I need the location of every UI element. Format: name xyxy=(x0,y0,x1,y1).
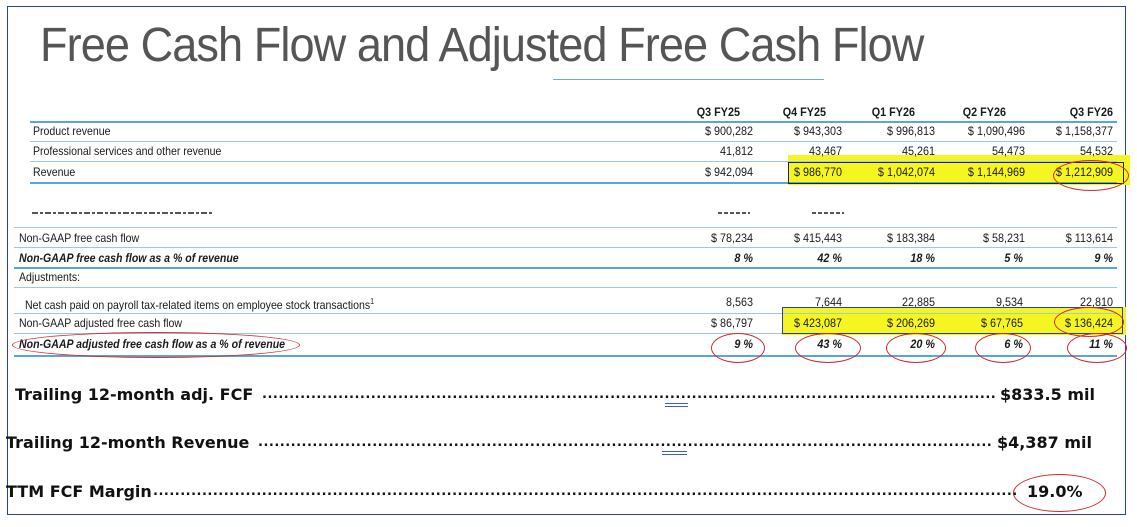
table-cell: 43,467 xyxy=(808,144,842,158)
table-cell: $ 900,282 xyxy=(704,124,753,138)
row-rule xyxy=(14,227,1117,228)
table-cell: 9,534 xyxy=(995,295,1023,309)
table-cell: 8 % xyxy=(734,251,753,265)
table-cell: $ 943,303 xyxy=(793,124,842,138)
table-cell: 42 % xyxy=(817,251,842,265)
row-label: Non-GAAP free cash flow xyxy=(19,231,140,245)
row-rule xyxy=(14,247,1117,248)
table-cell: 5 % xyxy=(1004,251,1023,265)
row-rule xyxy=(30,161,1117,162)
ttm-fcf-label: Trailing 12-month adj. FCF xyxy=(15,385,254,404)
period-header: Q2 FY26 xyxy=(962,105,1006,119)
annotation-circle xyxy=(886,333,946,363)
row-rule xyxy=(14,333,1117,334)
title-underline xyxy=(553,79,824,80)
cropped-row-fragment xyxy=(810,210,850,220)
ttm-margin-label: TTM FCF Margin xyxy=(6,482,152,501)
row-rule xyxy=(14,267,1117,269)
annotation-circle xyxy=(1067,333,1127,363)
table-cell: 8,563 xyxy=(725,295,753,309)
table-cell: $ 113,614 xyxy=(1065,231,1113,245)
annotation-circle xyxy=(1013,474,1106,512)
annotation-circle xyxy=(711,333,765,363)
row-label: Revenue xyxy=(33,165,76,179)
header-rule xyxy=(30,121,1117,123)
row-rule xyxy=(14,287,1117,288)
row-label-text: Net cash paid on payroll tax-related ite… xyxy=(25,298,371,312)
annotation-circle xyxy=(975,333,1031,363)
row-label: Professional services and other revenue xyxy=(33,144,222,158)
period-header: Q4 FY25 xyxy=(782,105,826,119)
table-cell: $ 1,042,074 xyxy=(877,165,935,179)
row-label: Adjustments: xyxy=(19,270,81,284)
annotation-circle xyxy=(1053,160,1129,191)
table-cell: 45,261 xyxy=(901,144,935,158)
annotation-circle xyxy=(12,332,300,358)
row-rule xyxy=(14,313,1117,314)
table-cell: $ 942,094 xyxy=(704,165,753,179)
financial-table: Q3 FY25 Q4 FY25 Q1 FY26 Q2 FY26 Q3 FY26 … xyxy=(0,102,1137,357)
leader-dots: ........................................… xyxy=(258,435,991,450)
header-row: Q3 FY25 Q4 FY25 Q1 FY26 Q2 FY26 Q3 FY26 xyxy=(0,102,1137,122)
link-marker xyxy=(665,403,688,407)
table-cell: 22,885 xyxy=(901,295,935,309)
table-cell: 18 % xyxy=(910,251,935,265)
table-cell: $ 1,158,377 xyxy=(1055,124,1113,138)
table-cell: $ 996,813 xyxy=(886,124,935,138)
ttm-revenue-label: Trailing 12-month Revenue xyxy=(6,433,250,452)
row-label: Net cash paid on payroll tax-related ite… xyxy=(25,292,374,315)
row-label: Non-GAAP adjusted free cash flow xyxy=(19,316,182,330)
row-rule xyxy=(30,182,1117,184)
table-cell: $ 183,384 xyxy=(886,231,935,245)
link-marker xyxy=(662,451,687,455)
period-header: Q3 FY25 xyxy=(696,105,740,119)
row-label: Product revenue xyxy=(33,124,111,138)
table-cell: 22,810 xyxy=(1079,295,1113,309)
document-frame xyxy=(7,6,1126,515)
annotation-circle xyxy=(795,333,861,363)
ttm-revenue-value: $4,387 mil xyxy=(997,433,1092,452)
leader-dots: ........................................… xyxy=(262,387,995,402)
ttm-margin-value: 19.0% xyxy=(1027,482,1083,501)
row-label: Non-GAAP free cash flow as a % of revenu… xyxy=(19,251,239,265)
table-cell: 54,532 xyxy=(1079,144,1113,158)
table-cell: $ 67,765 xyxy=(980,316,1023,330)
table-cell: 7,644 xyxy=(814,295,842,309)
table-cell: $ 78,234 xyxy=(710,231,753,245)
page-title: Free Cash Flow and Adjusted Free Cash Fl… xyxy=(40,19,924,72)
ttm-fcf-value: $833.5 mil xyxy=(1000,385,1095,404)
table-cell: $ 86,797 xyxy=(710,316,753,330)
table-cell: $ 206,269 xyxy=(886,316,935,330)
cropped-row-fragment xyxy=(716,210,756,220)
leader-dots: ........................................… xyxy=(153,484,1018,499)
row-rule xyxy=(30,141,1117,142)
cropped-row-fragment xyxy=(30,210,230,220)
period-header: Q3 FY26 xyxy=(1069,105,1113,119)
table-cell: 9 % xyxy=(1094,251,1113,265)
table-cell: $ 986,770 xyxy=(793,165,842,179)
row-rule xyxy=(14,355,1117,357)
table-cell: $ 58,231 xyxy=(982,231,1025,245)
table-cell: 54,473 xyxy=(991,144,1025,158)
table-cell: $ 423,087 xyxy=(793,316,842,330)
period-header: Q1 FY26 xyxy=(871,105,915,119)
table-cell: $ 1,144,969 xyxy=(967,165,1025,179)
table-cell: $ 415,443 xyxy=(793,231,842,245)
footnote-marker: 1 xyxy=(370,297,375,306)
table-cell: 41,812 xyxy=(719,144,753,158)
table-cell: $ 1,090,496 xyxy=(967,124,1025,138)
